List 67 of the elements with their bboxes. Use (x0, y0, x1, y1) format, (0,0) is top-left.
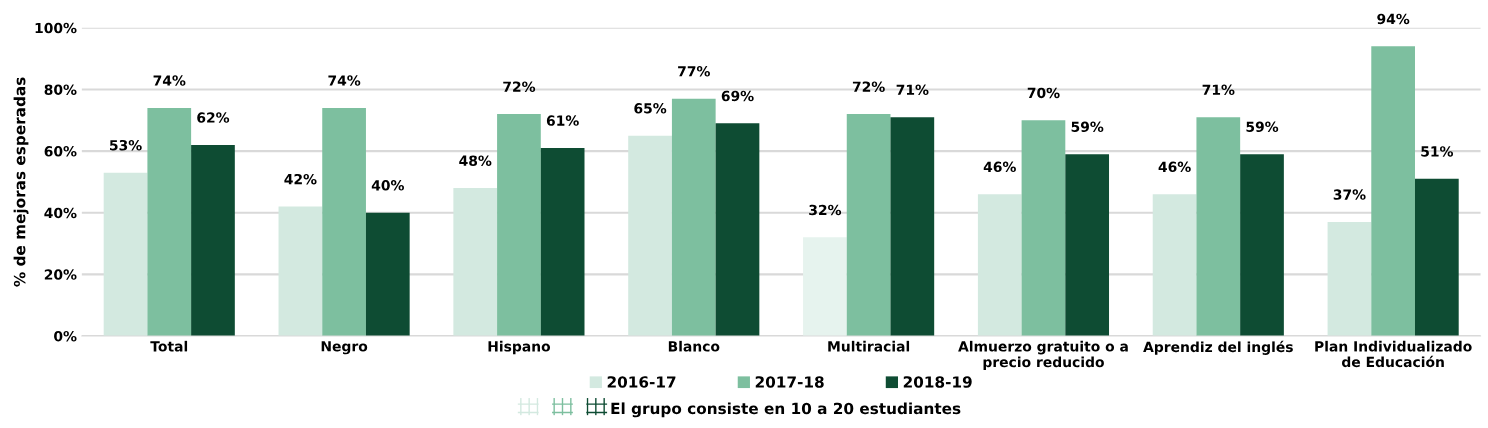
data-label: 72% (852, 81, 885, 92)
data-label: 59% (1246, 121, 1279, 133)
bar (1021, 120, 1066, 336)
y-tick-label: 0% (54, 330, 77, 342)
data-label: 59% (1071, 121, 1104, 133)
data-label: 94% (1377, 13, 1410, 25)
bar (191, 144, 235, 336)
legend-label: 2017-18 (755, 376, 824, 388)
data-label: 53% (110, 140, 142, 151)
legend-label: 2016-17 (607, 376, 676, 388)
bar (1240, 154, 1284, 336)
bar (103, 172, 148, 336)
bar (453, 188, 498, 336)
data-label: 74% (328, 75, 361, 86)
bar (890, 117, 935, 336)
bar (977, 194, 1022, 336)
y-tick-label: 80% (44, 84, 77, 95)
data-label: 71% (1202, 84, 1235, 96)
data-label: 61% (546, 115, 579, 126)
data-label: 72% (503, 81, 536, 92)
text: El grupo consiste en 10 a 20 estudiantes (611, 402, 961, 418)
bar (322, 107, 366, 336)
bar (365, 212, 410, 336)
x-tick-label: Multiracial (828, 340, 910, 352)
data-label: 40% (371, 180, 404, 191)
x-tick-label: Blanco (668, 340, 720, 352)
bar (1196, 117, 1241, 336)
bar (628, 135, 672, 336)
bar (846, 114, 891, 336)
x-tick-label: Total (150, 340, 188, 352)
x-tick-label: Aprendiz del inglés (1143, 340, 1293, 355)
bar (1152, 194, 1197, 336)
data-label: 37% (1333, 189, 1366, 200)
data-label: 70% (1027, 87, 1060, 99)
bar (1415, 178, 1459, 336)
data-label: 69% (721, 90, 754, 102)
data-label: 46% (1158, 161, 1191, 173)
bar (540, 148, 585, 336)
data-label: 42% (284, 173, 317, 185)
data-label: 48% (459, 155, 492, 166)
data-label: 32% (809, 204, 842, 216)
bar (1371, 46, 1415, 336)
bar (278, 206, 323, 336)
bar (1327, 221, 1372, 336)
data-label: 65% (634, 103, 667, 114)
x-tick-label: Negro (321, 341, 368, 355)
bar (147, 107, 192, 336)
data-label: 46% (983, 161, 1016, 173)
y-tick-label: 100% (35, 22, 77, 34)
x-tick-label: Plan Individualizado de Educación (1315, 340, 1472, 368)
y-tick-label: 20% (44, 269, 77, 280)
bar (497, 114, 541, 336)
data-label: 77% (678, 66, 710, 77)
x-tick-label: Almuerzo gratuito o a precio reducido (958, 340, 1128, 370)
bar (671, 98, 716, 336)
y-axis-title: % de mejoras esperadas (13, 77, 29, 287)
y-tick-label: 60% (44, 146, 77, 157)
data-label: 62% (197, 112, 230, 123)
legend-label: 2018-19 (903, 376, 972, 388)
bar (1065, 154, 1110, 336)
bar (715, 123, 760, 336)
data-label: 71% (896, 84, 929, 96)
bar (803, 237, 847, 336)
y-tick-label: 40% (44, 207, 77, 219)
data-label: 74% (153, 75, 186, 86)
x-tick-label: Hispano (488, 340, 551, 355)
data-label: 51% (1421, 146, 1454, 157)
